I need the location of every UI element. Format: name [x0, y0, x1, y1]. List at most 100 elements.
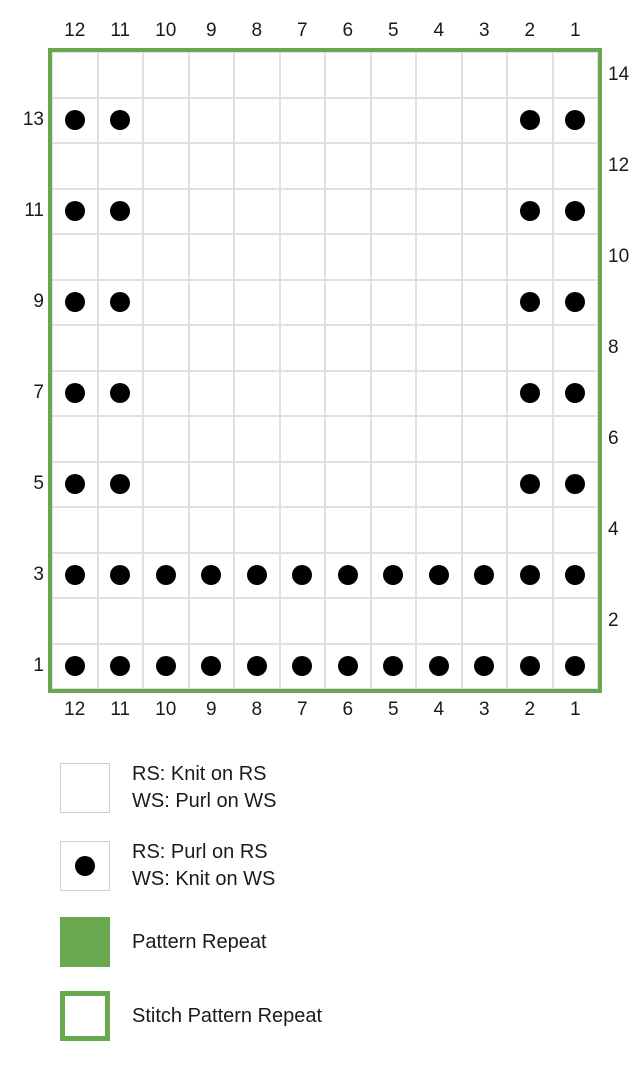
- grid-cell: [98, 598, 144, 644]
- grid-cell: [143, 598, 189, 644]
- row-labels-left: 131197531: [18, 52, 44, 689]
- grid-cell: [507, 189, 553, 235]
- grid-cell: [280, 462, 326, 508]
- grid-cell: [189, 507, 235, 553]
- grid-cell: [462, 325, 508, 371]
- grid-cell: [98, 143, 144, 189]
- grid-cell: [553, 280, 599, 326]
- grid-cell: [143, 507, 189, 553]
- grid-cell: [371, 280, 417, 326]
- purl-dot: [338, 565, 358, 585]
- row-label-left: [18, 416, 44, 462]
- chart-grid: [48, 48, 602, 693]
- purl-dot: [520, 201, 540, 221]
- grid-cell: [325, 98, 371, 144]
- row-label-left: [18, 143, 44, 189]
- grid-cell: [416, 325, 462, 371]
- grid-cell: [189, 98, 235, 144]
- column-label: 3: [462, 20, 508, 42]
- grid-cell: [371, 234, 417, 280]
- grid-cell: [98, 416, 144, 462]
- purl-dot: [110, 292, 130, 312]
- grid-cell: [325, 507, 371, 553]
- grid-cell: [553, 644, 599, 690]
- purl-dot: [474, 656, 494, 676]
- grid-cell: [98, 507, 144, 553]
- purl-dot: [429, 656, 449, 676]
- grid-cell: [52, 234, 98, 280]
- grid-cell: [325, 416, 371, 462]
- purl-dot: [565, 292, 585, 312]
- grid-cell: [189, 52, 235, 98]
- grid-cell: [143, 325, 189, 371]
- row-label-left: [18, 507, 44, 553]
- column-label: 8: [234, 699, 280, 721]
- grid-cell: [234, 644, 280, 690]
- grid-cell: [52, 416, 98, 462]
- purl-dot: [565, 474, 585, 494]
- row-label-left: [18, 325, 44, 371]
- legend-text: Stitch Pattern Repeat: [132, 1003, 322, 1030]
- grid-cell: [143, 234, 189, 280]
- grid-cell: [507, 280, 553, 326]
- grid-cell: [371, 52, 417, 98]
- purl-dot: [247, 565, 267, 585]
- row-label-right: [602, 462, 628, 508]
- legend-item: RS: Purl on RSWS: Knit on WS: [60, 839, 617, 893]
- grid-cell: [462, 280, 508, 326]
- row-labels-right: 1412108642: [602, 52, 628, 689]
- grid-cell: [98, 371, 144, 417]
- grid-cell: [98, 644, 144, 690]
- purl-dot: [520, 565, 540, 585]
- legend-swatch: [60, 991, 110, 1041]
- grid-cell: [280, 234, 326, 280]
- grid-cell: [189, 553, 235, 599]
- legend-item: Stitch Pattern Repeat: [60, 991, 617, 1041]
- grid-cell: [553, 553, 599, 599]
- purl-dot: [65, 201, 85, 221]
- column-label: 6: [325, 20, 371, 42]
- grid-cell: [462, 234, 508, 280]
- purl-dot: [65, 292, 85, 312]
- grid-cell: [234, 234, 280, 280]
- grid-cell: [52, 143, 98, 189]
- grid-cell: [462, 598, 508, 644]
- grid-cell: [52, 598, 98, 644]
- grid-cell: [371, 189, 417, 235]
- grid-cell: [416, 234, 462, 280]
- grid-cell: [52, 507, 98, 553]
- legend-item: Pattern Repeat: [60, 917, 617, 967]
- purl-dot: [201, 656, 221, 676]
- grid-cell: [507, 553, 553, 599]
- grid-cell: [325, 143, 371, 189]
- grid-cell: [507, 234, 553, 280]
- purl-dot: [520, 474, 540, 494]
- grid-cell: [507, 143, 553, 189]
- row-label-right: 8: [602, 325, 628, 371]
- grid-cell: [280, 644, 326, 690]
- grid-cell: [325, 371, 371, 417]
- purl-dot: [565, 110, 585, 130]
- grid-cell: [189, 644, 235, 690]
- grid-cell: [52, 644, 98, 690]
- grid-cell: [280, 416, 326, 462]
- grid-cell: [507, 462, 553, 508]
- grid-cell: [507, 644, 553, 690]
- grid-cell: [371, 371, 417, 417]
- grid-cell: [280, 143, 326, 189]
- grid-cell: [462, 52, 508, 98]
- grid-cell: [507, 416, 553, 462]
- purl-dot: [110, 383, 130, 403]
- grid-cell: [52, 98, 98, 144]
- grid-cell: [234, 416, 280, 462]
- grid-cell: [416, 553, 462, 599]
- grid-cell: [371, 644, 417, 690]
- grid-cell: [462, 143, 508, 189]
- grid-area: 131197531 1412108642: [48, 48, 617, 693]
- row-label-left: [18, 598, 44, 644]
- grid-cell: [280, 189, 326, 235]
- grid-cell: [234, 98, 280, 144]
- grid-cell: [325, 52, 371, 98]
- purl-dot: [383, 656, 403, 676]
- grid-cell: [416, 52, 462, 98]
